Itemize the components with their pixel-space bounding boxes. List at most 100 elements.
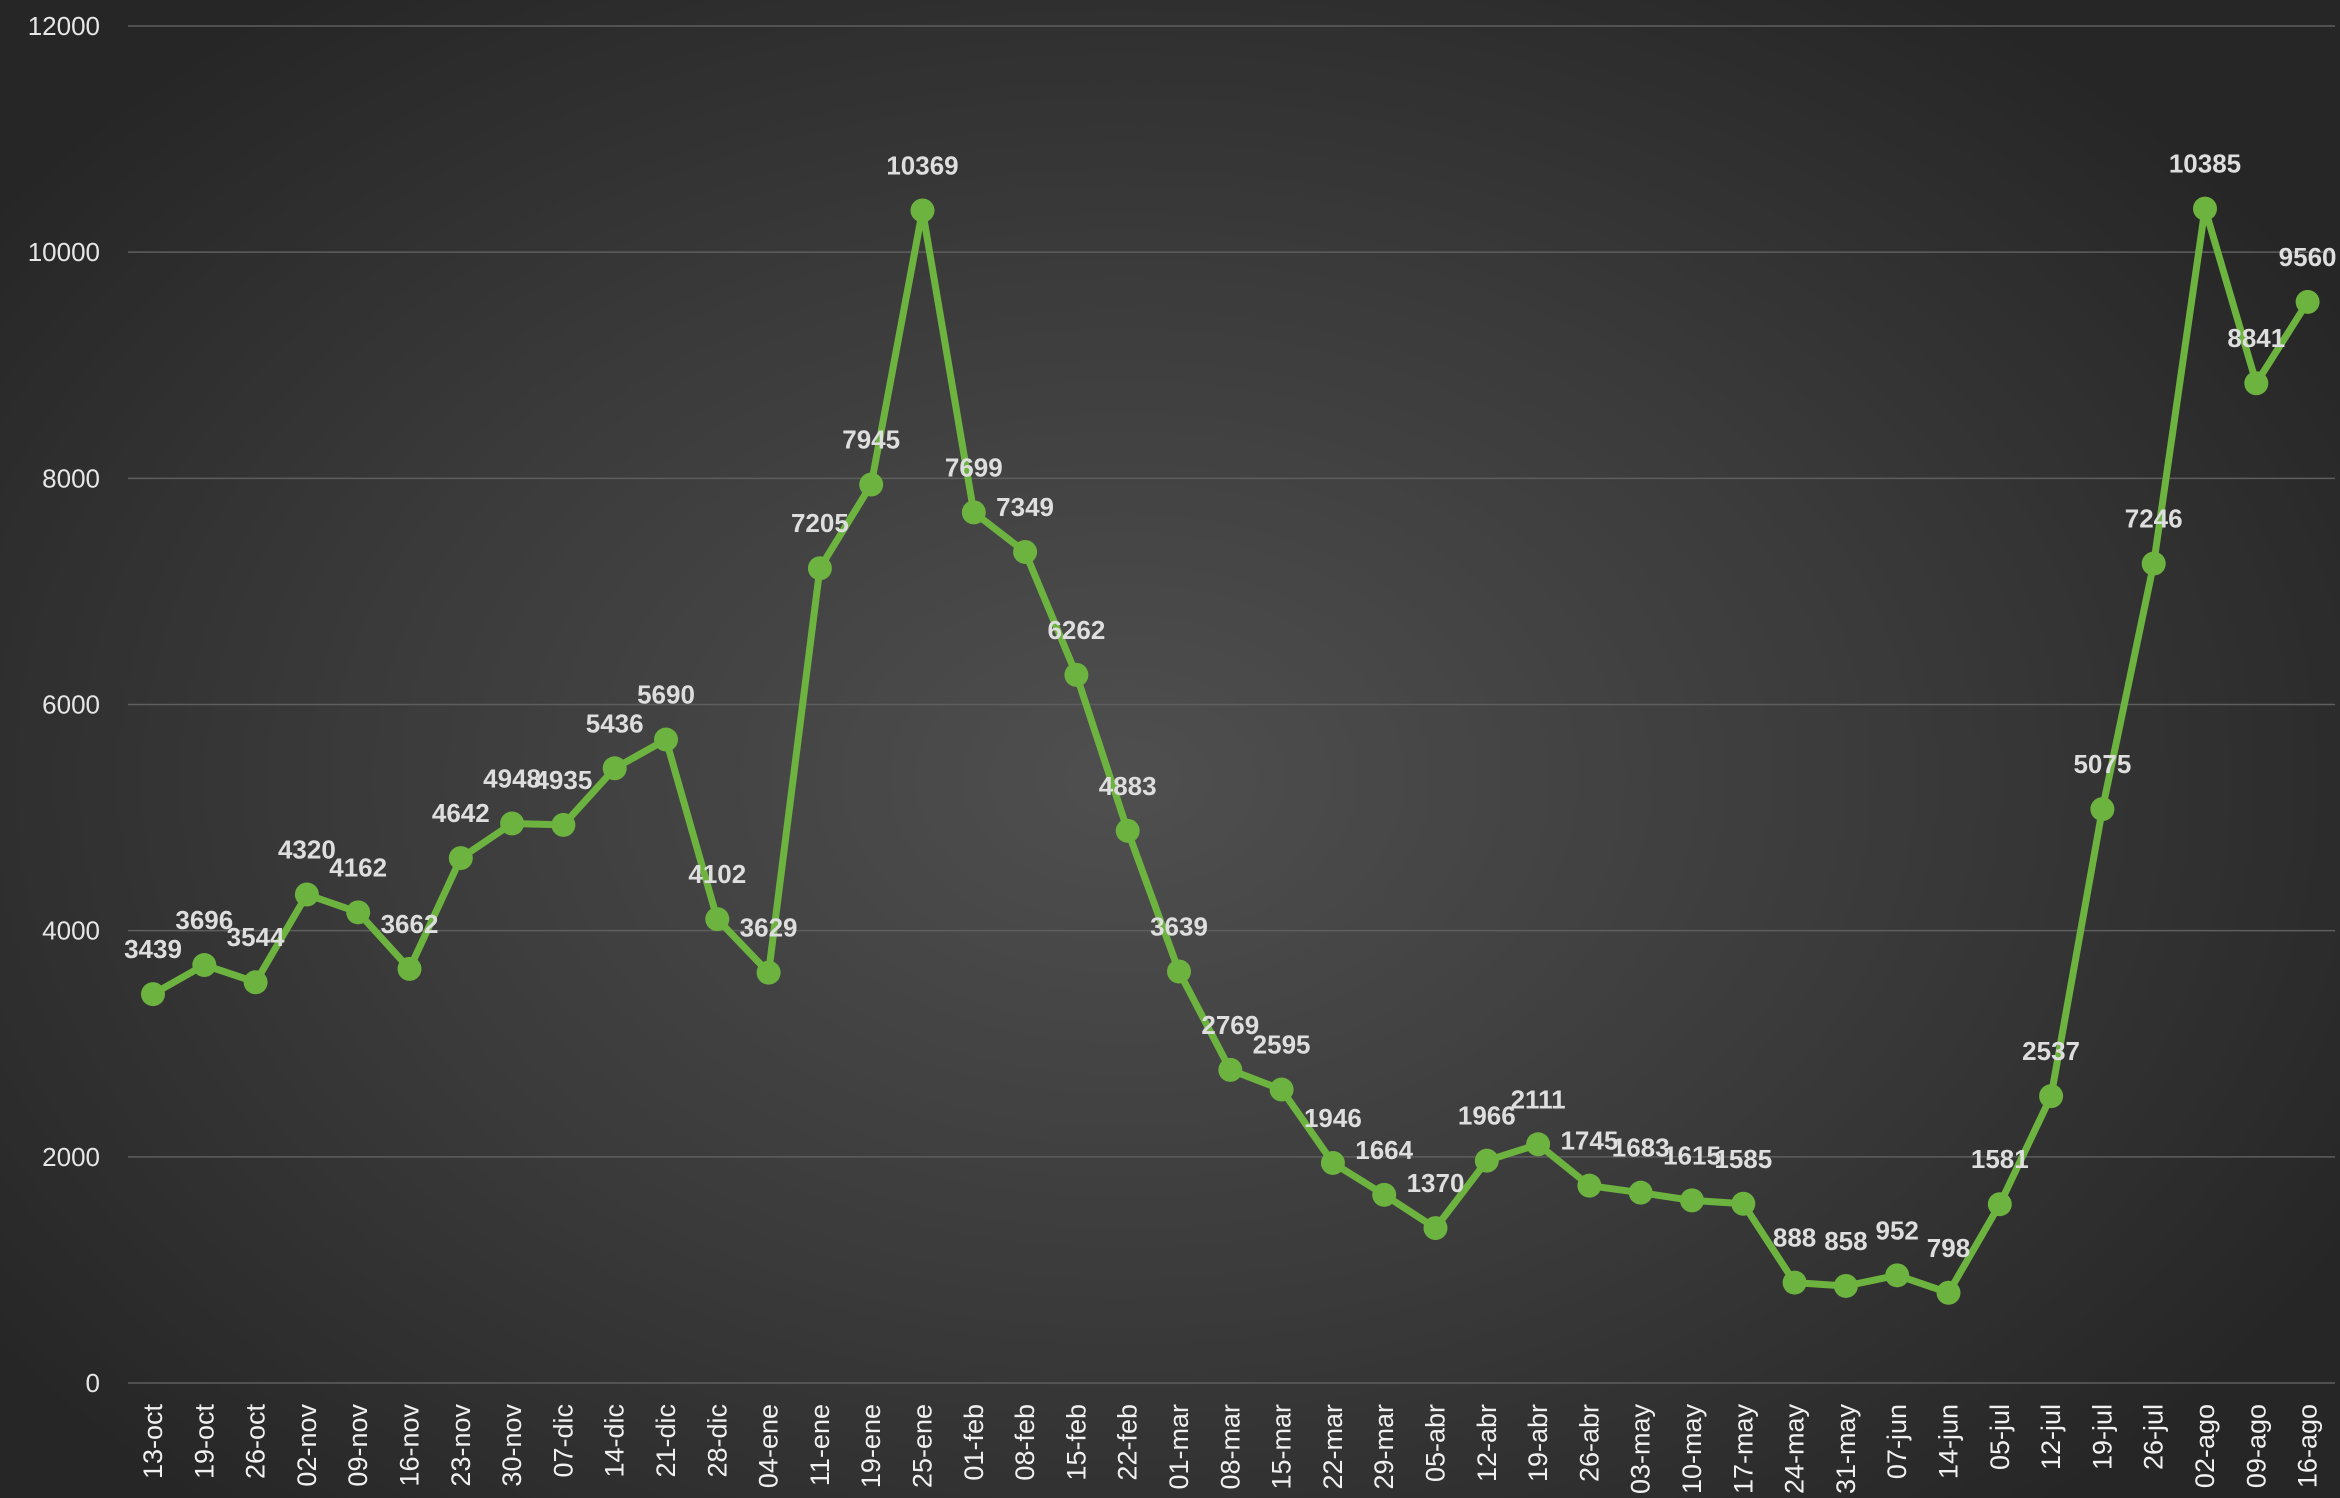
x-tick-label: 15-mar	[1267, 1404, 1297, 1490]
data-point	[1987, 1192, 2012, 1217]
data-point	[448, 846, 473, 871]
x-tick-label: 11-ene	[805, 1404, 835, 1486]
data-point	[705, 907, 730, 932]
data-label: 2595	[1253, 1030, 1311, 1060]
x-tick-label: 22-mar	[1318, 1404, 1348, 1490]
x-tick-label: 19-ene	[856, 1404, 886, 1488]
data-point	[1320, 1150, 1345, 1175]
data-point	[1833, 1273, 1858, 1298]
x-tick-label: 02-ago	[2190, 1404, 2220, 1488]
x-tick-label: 26-jul	[2139, 1404, 2169, 1470]
x-tick-label: 12-abr	[1472, 1404, 1502, 1482]
x-tick-label: 10-may	[1677, 1404, 1707, 1495]
x-tick-label: 09-nov	[343, 1404, 373, 1487]
data-point	[1167, 959, 1191, 984]
data-point	[2141, 551, 2166, 576]
data-point	[1423, 1216, 1448, 1241]
data-point	[2244, 371, 2269, 396]
data-points	[141, 196, 2320, 1305]
data-label: 9560	[2279, 242, 2337, 272]
x-tick-label: 30-nov	[497, 1404, 527, 1487]
x-tick-label: 15-feb	[1061, 1404, 1091, 1481]
x-tick-label: 07-dic	[548, 1404, 578, 1478]
data-label: 4935	[534, 765, 592, 795]
data-label: 7699	[945, 452, 1003, 482]
series-line	[149, 205, 2312, 1297]
data-point	[756, 960, 781, 985]
y-axis: 0 2000 4000 6000 8000 10000 12000	[28, 11, 100, 1398]
data-label: 5436	[586, 708, 644, 738]
data-label: 1615	[1663, 1140, 1721, 1170]
data-label: 6262	[1047, 615, 1105, 645]
data-label: 1683	[1612, 1133, 1670, 1163]
data-point	[500, 811, 525, 836]
data-point	[397, 956, 422, 981]
data-point	[1372, 1182, 1397, 1207]
data-point	[1782, 1270, 1807, 1295]
data-label: 7945	[842, 425, 900, 455]
x-tick-label: 14-dic	[600, 1404, 630, 1478]
data-point	[243, 970, 268, 995]
data-label: 3439	[124, 934, 182, 964]
data-label: 4642	[432, 798, 490, 828]
data-label: 4162	[329, 852, 387, 882]
x-tick-label: 22-feb	[1113, 1404, 1143, 1481]
y-tick-label: 2000	[42, 1142, 100, 1172]
data-label: 952	[1876, 1215, 1919, 1245]
data-label: 1585	[1714, 1144, 1772, 1174]
data-label: 10369	[886, 150, 958, 180]
data-point	[551, 812, 576, 837]
x-tick-label: 16-ago	[2293, 1404, 2323, 1488]
data-point	[859, 472, 884, 497]
data-point	[1526, 1132, 1551, 1157]
x-tick-label: 28-dic	[702, 1404, 732, 1478]
x-tick-label: 14-jun	[1934, 1404, 1964, 1479]
data-point	[141, 982, 165, 1007]
y-tick-label: 4000	[42, 916, 100, 946]
x-tick-label: 26-abr	[1574, 1404, 1604, 1482]
data-point	[1218, 1057, 1243, 1082]
x-tick-label: 16-nov	[395, 1404, 425, 1487]
x-tick-label: 29-mar	[1369, 1404, 1399, 1490]
data-label: 10385	[2169, 149, 2241, 179]
x-tick-label: 19-oct	[189, 1404, 219, 1480]
data-label: 3639	[1150, 911, 1208, 941]
data-point	[654, 727, 678, 752]
data-point	[910, 198, 935, 223]
data-label: 1370	[1407, 1168, 1465, 1198]
x-tick-label: 05-abr	[1421, 1404, 1451, 1482]
y-tick-label: 12000	[28, 11, 100, 41]
data-point	[1885, 1263, 1910, 1288]
x-tick-label: 07-jun	[1882, 1404, 1912, 1479]
data-label: 3544	[227, 922, 285, 952]
x-tick-label: 31-may	[1831, 1404, 1861, 1495]
data-label: 1946	[1304, 1103, 1362, 1133]
x-tick-label: 25-ene	[908, 1404, 938, 1488]
x-tick-label: 04-ene	[754, 1404, 784, 1488]
data-label: 4883	[1099, 771, 1157, 801]
data-label: 1581	[1971, 1144, 2029, 1174]
x-tick-label: 01-mar	[1164, 1404, 1194, 1490]
data-label: 8841	[2227, 323, 2285, 353]
x-tick-label: 17-may	[1728, 1404, 1758, 1495]
x-tick-label: 09-ago	[2241, 1404, 2271, 1488]
data-point	[1474, 1148, 1499, 1173]
data-label: 1664	[1355, 1135, 1413, 1165]
y-tick-label: 10000	[28, 237, 100, 267]
data-point	[346, 900, 371, 925]
x-tick-label: 01-feb	[959, 1404, 989, 1481]
x-tick-label: 13-oct	[138, 1404, 168, 1480]
x-tick-label: 08-feb	[1010, 1404, 1040, 1481]
data-label: 4948	[483, 763, 541, 793]
data-label: 5075	[2073, 749, 2131, 779]
data-label: 1745	[1560, 1126, 1618, 1156]
x-tick-label: 02-nov	[292, 1404, 322, 1487]
data-point	[2090, 797, 2115, 822]
data-point	[807, 556, 832, 581]
data-point	[2295, 289, 2320, 314]
data-label: 888	[1773, 1223, 1816, 1253]
y-tick-label: 0	[86, 1368, 100, 1398]
data-point	[1731, 1191, 1756, 1216]
x-tick-label: 12-jul	[2036, 1404, 2066, 1470]
